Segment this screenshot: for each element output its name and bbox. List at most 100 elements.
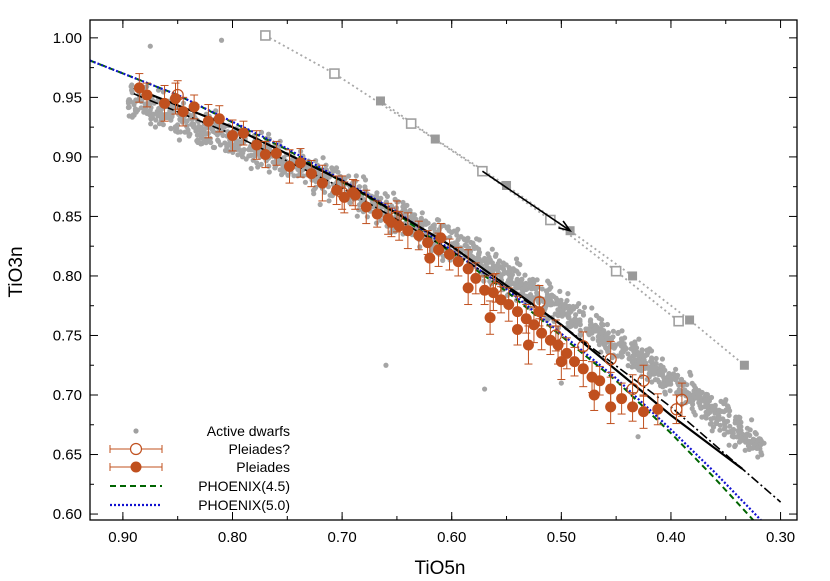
active-dwarf-point: [667, 388, 673, 394]
active-dwarf-point: [727, 423, 733, 429]
pleiades-uncertain-point: [675, 393, 689, 406]
square-marker: [673, 315, 684, 327]
active-dwarf-point: [158, 111, 164, 117]
active-dwarf-point: [744, 425, 751, 431]
active-dwarf-point: [625, 351, 631, 357]
pleiades-point: [435, 232, 447, 244]
active-dwarf-point: [534, 290, 540, 296]
active-dwarf-point: [418, 215, 424, 221]
active-dwarf-point: [580, 312, 587, 318]
active-dwarf-point: [649, 358, 655, 364]
active-dwarf-point: [130, 112, 136, 118]
pleiades-point: [237, 127, 249, 139]
active-dwarf-point: [631, 357, 638, 363]
active-dwarf-point: [506, 265, 512, 271]
active-dwarf-point: [153, 117, 159, 123]
active-dwarf-point: [222, 140, 228, 146]
pleiades-point: [484, 312, 496, 324]
active-dwarf-point: [500, 260, 506, 266]
pleiades-point: [338, 191, 350, 203]
active-dwarf-point: [636, 336, 642, 342]
x-tick-label: 0.30: [766, 529, 795, 546]
active-dwarf-point: [585, 326, 591, 332]
active-dwarf-point: [391, 190, 397, 196]
y-tick-label: 0.95: [53, 89, 82, 106]
active-dwarf-point: [603, 332, 609, 338]
active-dwarf-point: [730, 426, 737, 433]
active-dwarf-point: [758, 449, 764, 456]
active-dwarf-point: [258, 161, 264, 167]
pleiades-point: [141, 89, 153, 101]
active-dwarf-point: [146, 110, 152, 116]
active-dwarf-point: [187, 131, 193, 137]
active-dwarf-point: [424, 220, 430, 226]
active-dwarf-point: [627, 355, 633, 361]
pleiades-points: [133, 73, 689, 429]
active-dwarf-point: [754, 445, 760, 451]
axis-ticks: 0.90 0.80 0.70 0.60 0.50 0.40 0.30 1.00 0.95 0.90…: [53, 20, 797, 546]
pleiades-point: [433, 244, 445, 256]
pleiades-point: [588, 389, 600, 401]
y-tick-label: 0.90: [53, 149, 82, 166]
active-dwarf-point: [549, 292, 555, 298]
active-dwarf-point: [555, 312, 561, 318]
active-dwarf-point: [374, 190, 380, 196]
active-dwarf-point: [673, 366, 679, 372]
pleiades-point: [347, 187, 359, 199]
active-dwarf-point: [374, 194, 380, 200]
active-dwarf-point: [727, 408, 733, 414]
square-marker: [628, 271, 638, 281]
y-tick-label: 0.85: [53, 208, 82, 225]
active-dwarf-point: [697, 391, 703, 398]
pleiades-point: [360, 201, 372, 213]
active-dwarf-point: [167, 109, 173, 115]
active-dwarf-point: [218, 37, 225, 43]
active-dwarf-point: [476, 256, 482, 262]
active-dwarf-point: [737, 434, 743, 441]
active-dwarf-point: [177, 129, 183, 135]
active-dwarf-point: [548, 284, 554, 290]
legend-label: Active dwarfs: [207, 423, 290, 439]
pleiades-point: [444, 249, 456, 261]
active-dwarf-point: [680, 382, 686, 388]
active-dwarf-point: [215, 137, 221, 143]
active-dwarf-point: [686, 395, 693, 401]
active-dwarf-point: [416, 219, 422, 225]
active-dwarf-point: [291, 173, 297, 179]
legend: Active dwarfs Pleiades? Pleiades PHOENIX(4.…: [109, 423, 290, 513]
pleiades-point: [159, 97, 171, 109]
active-dwarf-point: [468, 253, 474, 259]
active-dwarf-point: [715, 416, 722, 422]
plot-border: [89, 19, 798, 521]
active-dwarf-point: [634, 345, 640, 351]
active-dwarf-point: [373, 220, 380, 226]
active-dwarf-point: [203, 140, 209, 146]
y-tick-label: 0.70: [53, 387, 82, 404]
pleiades-point: [385, 216, 397, 228]
active-dwarf-point: [705, 408, 711, 414]
active-dwarf-point: [697, 403, 703, 409]
square-marker: [685, 315, 695, 325]
pleiades-point: [462, 282, 474, 294]
active-dwarf-point: [732, 443, 738, 450]
active-dwarf-point: [320, 155, 326, 161]
active-dwarf-point: [513, 256, 520, 262]
active-dwarf-point: [519, 276, 525, 282]
active-dwarf-point: [704, 392, 711, 398]
pleiades-point: [520, 313, 532, 325]
square-marker: [610, 265, 622, 277]
y-tick-label: 0.60: [53, 506, 82, 523]
active-dwarf-point: [232, 141, 239, 147]
active-dwarf-point: [722, 398, 728, 405]
square-markers: [260, 30, 749, 370]
active-dwarf-point: [164, 114, 170, 121]
active-dwarf-point: [587, 322, 594, 328]
active-dwarf-point: [168, 126, 174, 132]
active-dwarf-point: [485, 251, 491, 257]
active-dwarf-point: [528, 294, 535, 300]
active-dwarf-point: [509, 272, 515, 278]
pleiades-point: [528, 319, 540, 331]
active-dwarf-point: [483, 261, 489, 267]
